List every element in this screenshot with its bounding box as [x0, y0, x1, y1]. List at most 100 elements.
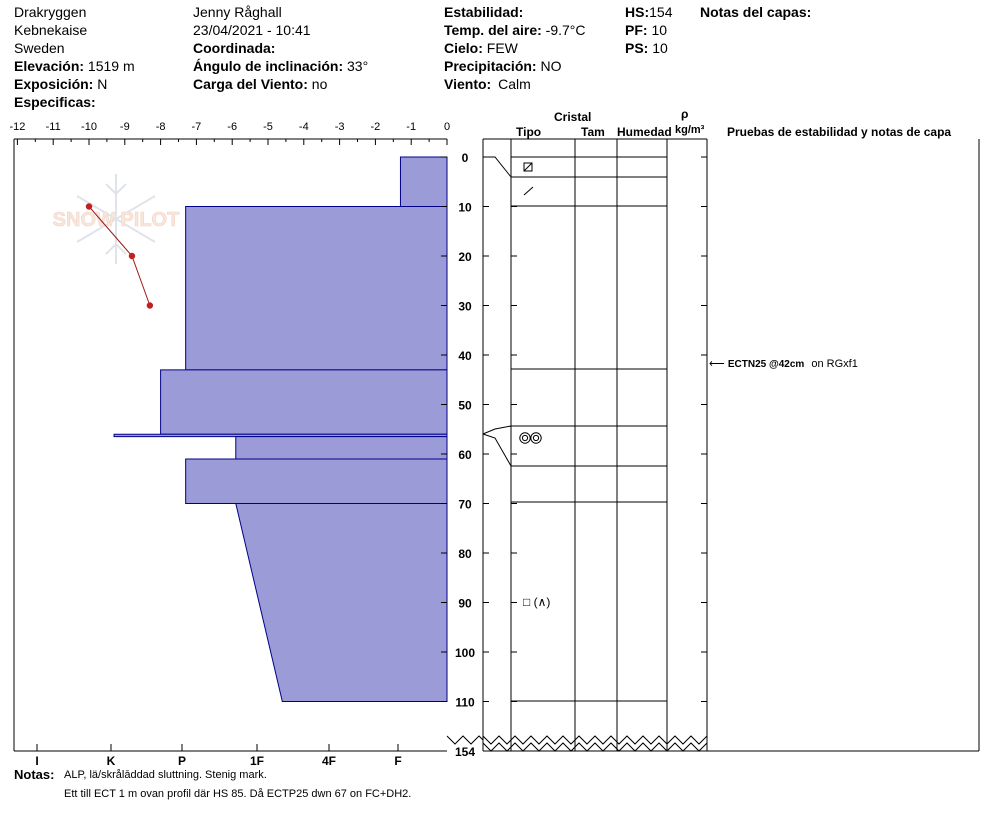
elevation-field: Elevación: 1519 m: [14, 58, 135, 74]
temp-tick-label: -12: [9, 121, 25, 133]
airtemp-value: -9.7°C: [545, 22, 586, 38]
hardness-tick-label: F: [394, 754, 401, 768]
depth-tick-label: 10: [458, 201, 472, 215]
notes-line-2: Ett till ECT 1 m ovan profil där HS 85. …: [64, 788, 412, 800]
temp-tick-label: -9: [120, 121, 130, 133]
col-tipo: Tipo: [516, 125, 542, 139]
depth-tick-label: 80: [458, 547, 472, 561]
temp-tick-label: -1: [406, 121, 416, 133]
watermark-text: SNOW PILOT: [53, 209, 180, 231]
sky-value: FEW: [486, 40, 518, 56]
temp-tick-label: -5: [263, 121, 273, 133]
ps-value: 10: [652, 40, 668, 56]
slope-field: Ángulo de inclinación: 33°: [193, 58, 368, 74]
ps-field: PS: 10: [625, 40, 668, 56]
depth-tick-label: 70: [458, 498, 472, 512]
scale-break-top: [482, 735, 708, 745]
precip-label: Precipitación:: [444, 58, 537, 74]
test-code: ECTN25 @42cm: [727, 359, 805, 370]
windload-field: Carga del Viento: no: [193, 76, 327, 92]
grain-faceted-symbol: □ (∧): [523, 595, 551, 609]
pf-label: PF:: [625, 22, 648, 38]
grain-precipitation-icon: [523, 186, 534, 196]
depth-tick-label: 20: [458, 250, 472, 264]
hardness-bar-2: [160, 369, 448, 435]
area-name: Kebnekaise: [14, 22, 88, 38]
slope-value: 33°: [347, 58, 369, 74]
depth-tick-label: 50: [458, 399, 472, 413]
windload-value: no: [311, 76, 328, 92]
hardness-tick-label: 4F: [322, 754, 336, 768]
ps-label: PS:: [625, 40, 649, 56]
aspect-label: Exposición:: [14, 76, 94, 92]
precip-field: Precipitación: NO: [444, 58, 561, 74]
temp-tick-label: -6: [227, 121, 237, 133]
col-cristal: Cristal: [554, 110, 592, 124]
temp-tick-label: -8: [156, 121, 166, 133]
test-arrow-icon: ⟵: [709, 358, 725, 370]
test-layer: on RGxf1: [811, 358, 858, 370]
col-tests: Pruebas de estabilidad y notas de capa: [727, 125, 952, 139]
temp-tick-label: -7: [192, 121, 202, 133]
windload-label: Carga del Viento:: [193, 76, 308, 92]
elevation-label: Elevación:: [14, 58, 85, 74]
depth-tick-label: 60: [458, 448, 472, 462]
location-name: Drakryggen: [14, 4, 87, 20]
stability-label: Estabilidad:: [444, 4, 524, 20]
col-tam: Tam: [581, 125, 605, 139]
temp-tick-label: -11: [46, 121, 61, 133]
observer-name: Jenny Råghall: [193, 4, 282, 20]
temp-tick-label: -10: [81, 121, 97, 133]
depth-tick-label: 90: [458, 597, 472, 611]
notes-line-1: ALP, lä/skrålāddad sluttning. Stenig mar…: [64, 769, 267, 781]
layer-connector: [482, 433, 512, 467]
hardness-bar-6: [235, 503, 448, 702]
wind-field: Viento: Calm: [444, 76, 531, 92]
country-name: Sweden: [14, 40, 65, 56]
slope-label: Ángulo de inclinación:: [193, 58, 344, 74]
temp-tick-label: 0: [444, 121, 450, 133]
hardness-bar-5: [185, 458, 448, 504]
grain-melt-icon-inner: [521, 434, 529, 442]
layer-connector: [482, 425, 512, 435]
grain-melt-icon: [519, 432, 531, 444]
grain-melt-icon: [530, 432, 542, 444]
temp-tick-label: -3: [335, 121, 345, 133]
col-density-unit: kg/m³: [675, 124, 705, 136]
precip-value: NO: [540, 58, 562, 74]
pf-field: PF: 10: [625, 22, 667, 38]
depth-tick-label: 30: [458, 300, 472, 314]
aspect-field: Exposición: N: [14, 76, 107, 92]
temperature-point: [85, 203, 93, 210]
temperature-point: [146, 302, 154, 309]
hs-value: 154: [649, 4, 673, 20]
scale-break-bottom: [482, 742, 708, 752]
elevation-value: 1519 m: [87, 58, 135, 74]
hardness-tick-label: K: [107, 754, 116, 768]
layer-notes-label: Notas del capas:: [700, 4, 812, 20]
scale-break-left: [446, 735, 484, 745]
coordinates-label: Coordinada:: [193, 40, 276, 56]
wind-label: Viento:: [444, 76, 492, 92]
hardness-tick-label: I: [35, 754, 38, 768]
temperature-point: [128, 252, 136, 260]
grain-decomposing-icon: [523, 162, 533, 172]
hardness-bar-0: [399, 156, 448, 207]
wind-value: Calm: [498, 76, 531, 92]
specifics-label: Especificas:: [14, 94, 96, 110]
pf-value: 10: [651, 22, 668, 38]
depth-tick-label: 100: [455, 646, 475, 660]
stability-test-annotation: ⟵ ECTN25 @42cm on RGxf1: [709, 358, 858, 371]
grain-decomposing-icon-slash: [523, 162, 533, 172]
hardness-tick-label: P: [178, 754, 186, 768]
hs-label: HS:: [625, 4, 650, 20]
airtemp-label: Temp. del aire:: [444, 22, 542, 38]
depth-tick-label: 40: [458, 349, 472, 363]
snowpilot-watermark: SNOW PILOT: [52, 174, 180, 264]
hardness-bar-1: [185, 206, 448, 371]
hardness-bar-4: [235, 436, 448, 460]
aspect-value: N: [97, 76, 108, 92]
temp-tick-label: -2: [371, 121, 381, 133]
sky-label: Cielo:: [444, 40, 483, 56]
hardness-tick-label: 1F: [250, 754, 264, 768]
